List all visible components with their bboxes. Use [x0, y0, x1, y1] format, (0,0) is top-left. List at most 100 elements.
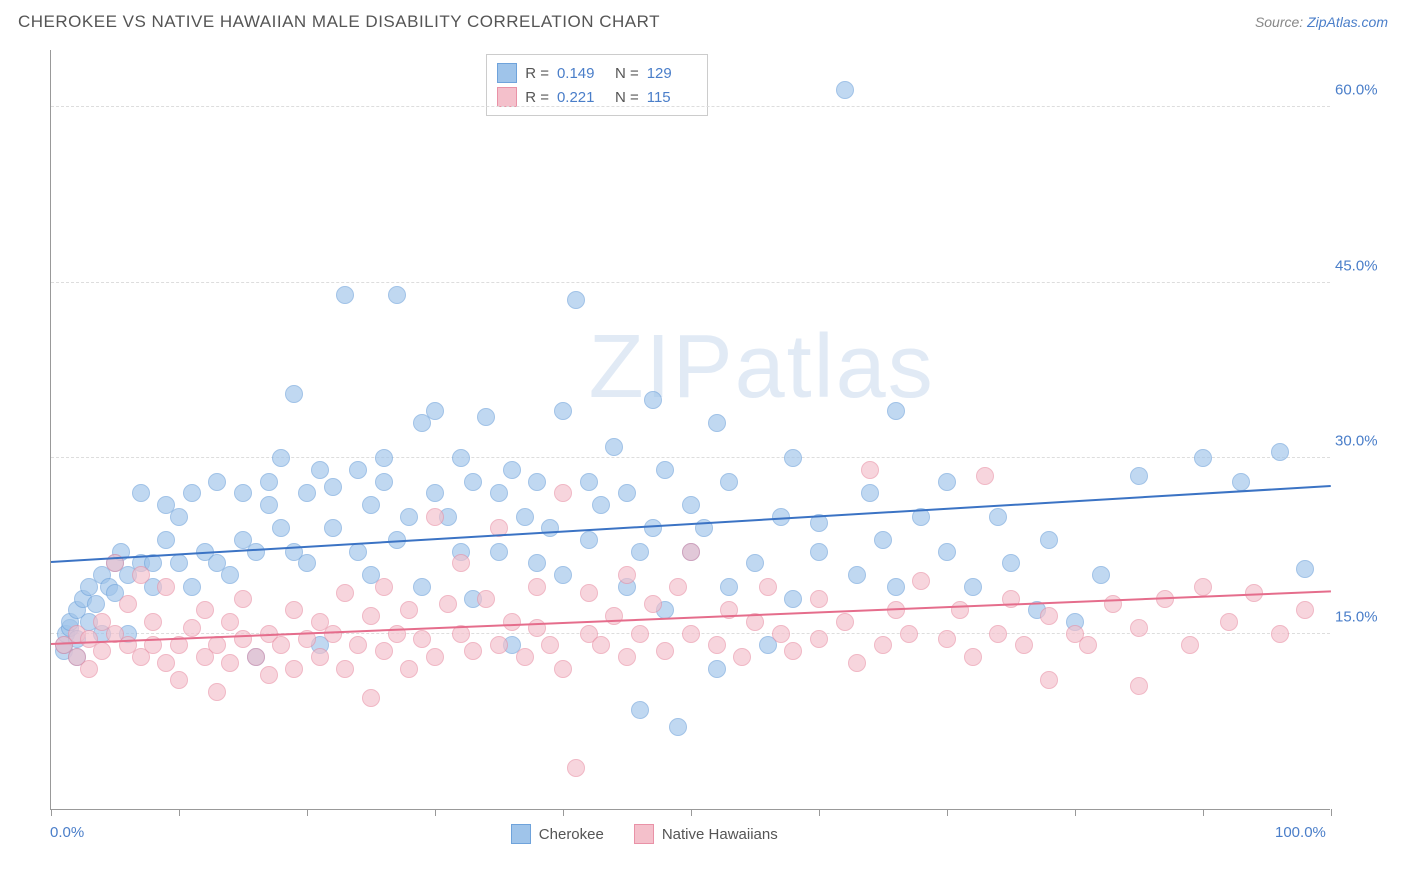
legend-series: Cherokee Native Hawaiians [511, 824, 778, 844]
data-point [592, 636, 610, 654]
data-point [1194, 449, 1212, 467]
data-point [157, 578, 175, 596]
data-point [400, 601, 418, 619]
data-point [938, 630, 956, 648]
data-point [1271, 443, 1289, 461]
data-point [157, 531, 175, 549]
data-point [554, 484, 572, 502]
n-value: 115 [647, 89, 697, 106]
data-point [720, 473, 738, 491]
data-point [1296, 560, 1314, 578]
data-point [951, 601, 969, 619]
data-point [183, 578, 201, 596]
legend-label: Native Hawaiians [662, 826, 778, 843]
data-point [119, 595, 137, 613]
data-point [272, 449, 290, 467]
x-tick [307, 809, 308, 816]
data-point [528, 473, 546, 491]
n-label: N = [615, 65, 639, 82]
data-point [784, 590, 802, 608]
data-point [912, 572, 930, 590]
data-point [464, 473, 482, 491]
watermark: ZIPatlas [589, 316, 935, 419]
data-point [669, 578, 687, 596]
data-point [541, 636, 559, 654]
data-point [272, 519, 290, 537]
data-point [1015, 636, 1033, 654]
y-tick-label: 60.0% [1335, 82, 1390, 99]
data-point [490, 636, 508, 654]
data-point [708, 414, 726, 432]
data-point [452, 449, 470, 467]
data-point [1040, 531, 1058, 549]
data-point [234, 630, 252, 648]
data-point [708, 636, 726, 654]
data-point [1130, 619, 1148, 637]
legend-label: Cherokee [539, 826, 604, 843]
data-point [144, 613, 162, 631]
data-point [362, 689, 380, 707]
chart-container: Male Disability ZIPatlas R =0.149N =129R… [0, 40, 1406, 870]
data-point [1271, 625, 1289, 643]
data-point [554, 566, 572, 584]
x-tick [819, 809, 820, 816]
n-value: 129 [647, 65, 697, 82]
data-point [1002, 554, 1020, 572]
data-point [311, 648, 329, 666]
data-point [132, 566, 150, 584]
r-label: R = [525, 65, 549, 82]
source-link[interactable]: ZipAtlas.com [1307, 14, 1388, 30]
data-point [644, 595, 662, 613]
data-point [324, 478, 342, 496]
data-point [772, 625, 790, 643]
data-point [528, 554, 546, 572]
data-point [631, 701, 649, 719]
data-point [400, 660, 418, 678]
data-point [464, 642, 482, 660]
gridline [51, 457, 1330, 458]
data-point [836, 81, 854, 99]
data-point [426, 648, 444, 666]
data-point [298, 554, 316, 572]
data-point [260, 666, 278, 684]
data-point [733, 648, 751, 666]
data-point [605, 607, 623, 625]
data-point [810, 543, 828, 561]
data-point [631, 543, 649, 561]
data-point [810, 630, 828, 648]
data-point [528, 578, 546, 596]
data-point [298, 484, 316, 502]
data-point [375, 578, 393, 596]
data-point [477, 408, 495, 426]
data-point [516, 648, 534, 666]
legend-item: Cherokee [511, 824, 604, 844]
data-point [528, 619, 546, 637]
data-point [234, 590, 252, 608]
data-point [490, 484, 508, 502]
data-point [170, 554, 188, 572]
r-label: R = [525, 89, 549, 106]
data-point [413, 578, 431, 596]
data-point [221, 566, 239, 584]
data-point [964, 578, 982, 596]
data-point [682, 496, 700, 514]
data-point [87, 595, 105, 613]
data-point [336, 660, 354, 678]
data-point [324, 519, 342, 537]
data-point [644, 391, 662, 409]
data-point [618, 484, 636, 502]
data-point [1040, 607, 1058, 625]
data-point [80, 660, 98, 678]
data-point [93, 642, 111, 660]
data-point [746, 554, 764, 572]
data-point [285, 385, 303, 403]
gridline [51, 106, 1330, 107]
n-label: N = [615, 89, 639, 106]
x-tick [947, 809, 948, 816]
data-point [285, 660, 303, 678]
data-point [1296, 601, 1314, 619]
data-point [938, 473, 956, 491]
data-point [618, 648, 636, 666]
data-point [669, 718, 687, 736]
data-point [208, 636, 226, 654]
